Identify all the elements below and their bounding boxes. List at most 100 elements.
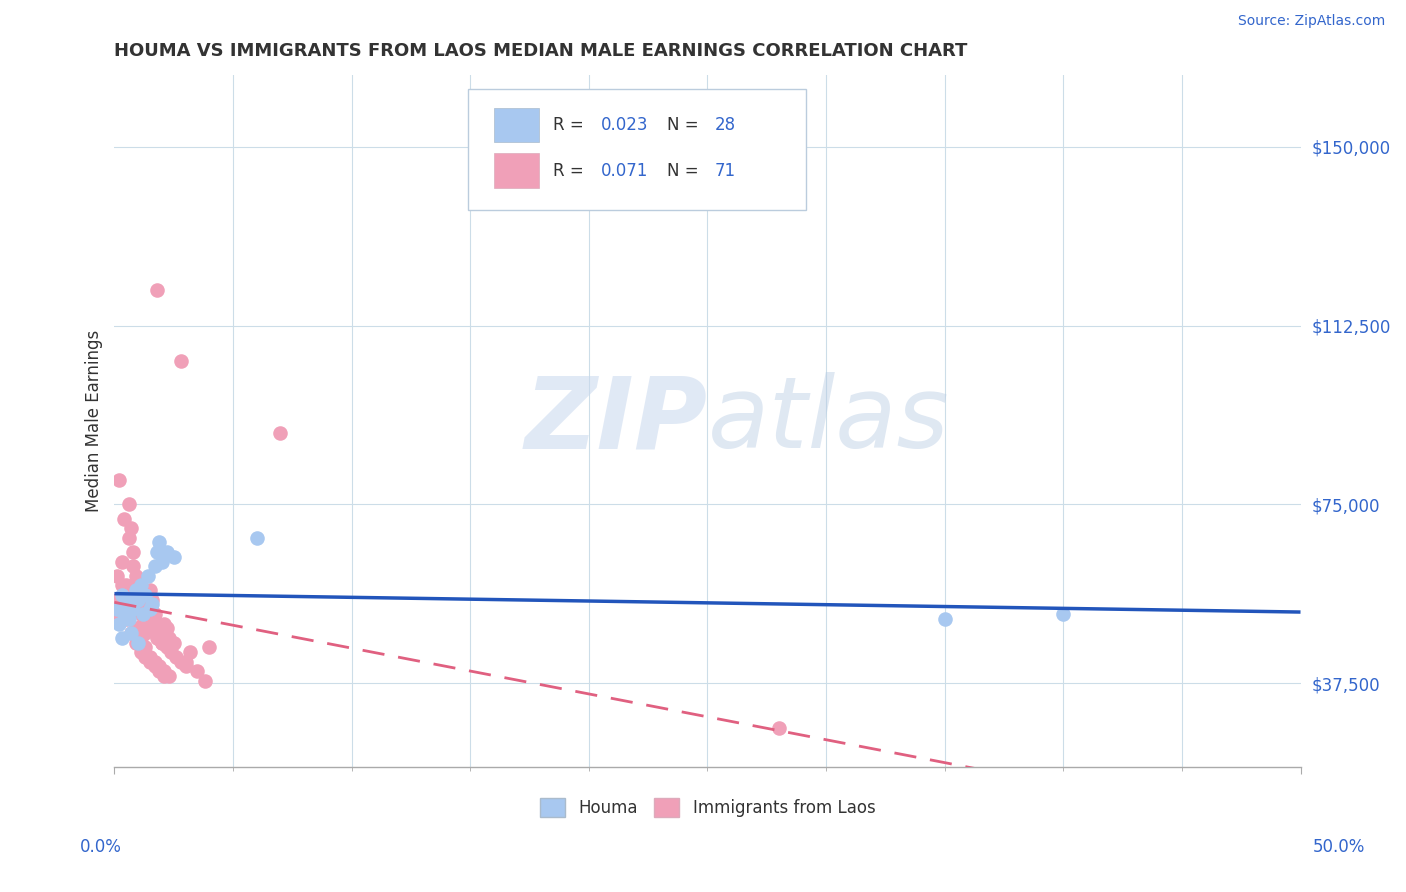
Text: atlas: atlas — [707, 372, 949, 469]
Point — [132, 598, 155, 612]
Point — [134, 626, 156, 640]
Point — [934, 612, 956, 626]
Point — [150, 635, 173, 649]
Point — [139, 655, 162, 669]
Point — [139, 583, 162, 598]
Text: 0.071: 0.071 — [600, 161, 648, 179]
Point — [139, 602, 162, 616]
Point — [269, 425, 291, 440]
Point — [160, 640, 183, 655]
Point — [120, 626, 142, 640]
Point — [155, 640, 177, 655]
Point — [112, 598, 135, 612]
Point — [108, 474, 131, 488]
Point — [165, 649, 187, 664]
Text: R =: R = — [554, 161, 589, 179]
FancyBboxPatch shape — [468, 89, 806, 210]
Text: 0.0%: 0.0% — [80, 838, 122, 855]
Point — [174, 655, 197, 669]
Point — [129, 631, 152, 645]
Point — [117, 531, 139, 545]
Point — [110, 578, 132, 592]
Y-axis label: Median Male Earnings: Median Male Earnings — [86, 330, 103, 512]
Point — [115, 612, 138, 626]
Point — [115, 578, 138, 592]
FancyBboxPatch shape — [494, 108, 538, 142]
Point — [768, 722, 790, 736]
Point — [148, 535, 170, 549]
Point — [136, 569, 159, 583]
Point — [105, 569, 128, 583]
Point — [150, 555, 173, 569]
Point — [155, 545, 177, 559]
Point — [110, 592, 132, 607]
Point — [134, 640, 156, 655]
Point — [120, 626, 142, 640]
Point — [115, 588, 138, 602]
Point — [112, 511, 135, 525]
Point — [136, 612, 159, 626]
Point — [153, 664, 176, 678]
Point — [150, 635, 173, 649]
Text: 50.0%: 50.0% — [1312, 838, 1365, 855]
Point — [146, 631, 169, 645]
Text: HOUMA VS IMMIGRANTS FROM LAOS MEDIAN MALE EARNINGS CORRELATION CHART: HOUMA VS IMMIGRANTS FROM LAOS MEDIAN MAL… — [114, 42, 967, 60]
Point — [108, 616, 131, 631]
Point — [127, 635, 149, 649]
Point — [105, 602, 128, 616]
Point — [143, 659, 166, 673]
Point — [148, 659, 170, 673]
Text: N =: N = — [666, 116, 704, 134]
Text: ZIP: ZIP — [524, 372, 707, 469]
Point — [120, 521, 142, 535]
Point — [125, 569, 148, 583]
Point — [125, 621, 148, 635]
Point — [134, 649, 156, 664]
Point — [139, 649, 162, 664]
Point — [170, 655, 193, 669]
Point — [132, 616, 155, 631]
Point — [163, 635, 186, 649]
Point — [108, 607, 131, 621]
Point — [186, 664, 208, 678]
Point — [117, 497, 139, 511]
Point — [146, 616, 169, 631]
Point — [129, 607, 152, 621]
Text: Source: ZipAtlas.com: Source: ZipAtlas.com — [1237, 14, 1385, 28]
Point — [132, 607, 155, 621]
FancyBboxPatch shape — [494, 153, 538, 188]
Point — [163, 549, 186, 564]
Point — [1052, 607, 1074, 621]
Point — [115, 598, 138, 612]
Point — [112, 607, 135, 621]
Point — [141, 592, 163, 607]
Point — [120, 602, 142, 616]
Point — [110, 555, 132, 569]
Point — [179, 645, 201, 659]
Point — [146, 545, 169, 559]
Point — [125, 635, 148, 649]
Point — [141, 598, 163, 612]
Text: 28: 28 — [714, 116, 735, 134]
Point — [160, 645, 183, 659]
Point — [122, 602, 145, 616]
Point — [143, 607, 166, 621]
Point — [110, 631, 132, 645]
Point — [146, 283, 169, 297]
Point — [153, 616, 176, 631]
Point — [246, 531, 269, 545]
Point — [134, 588, 156, 602]
Point — [153, 669, 176, 683]
Text: 0.023: 0.023 — [600, 116, 648, 134]
Point — [193, 673, 215, 688]
Point — [127, 592, 149, 607]
Point — [129, 645, 152, 659]
Text: R =: R = — [554, 116, 589, 134]
Point — [143, 655, 166, 669]
Point — [127, 592, 149, 607]
Point — [148, 626, 170, 640]
Point — [198, 640, 221, 655]
Point — [122, 559, 145, 574]
Text: 71: 71 — [714, 161, 735, 179]
Point — [136, 602, 159, 616]
